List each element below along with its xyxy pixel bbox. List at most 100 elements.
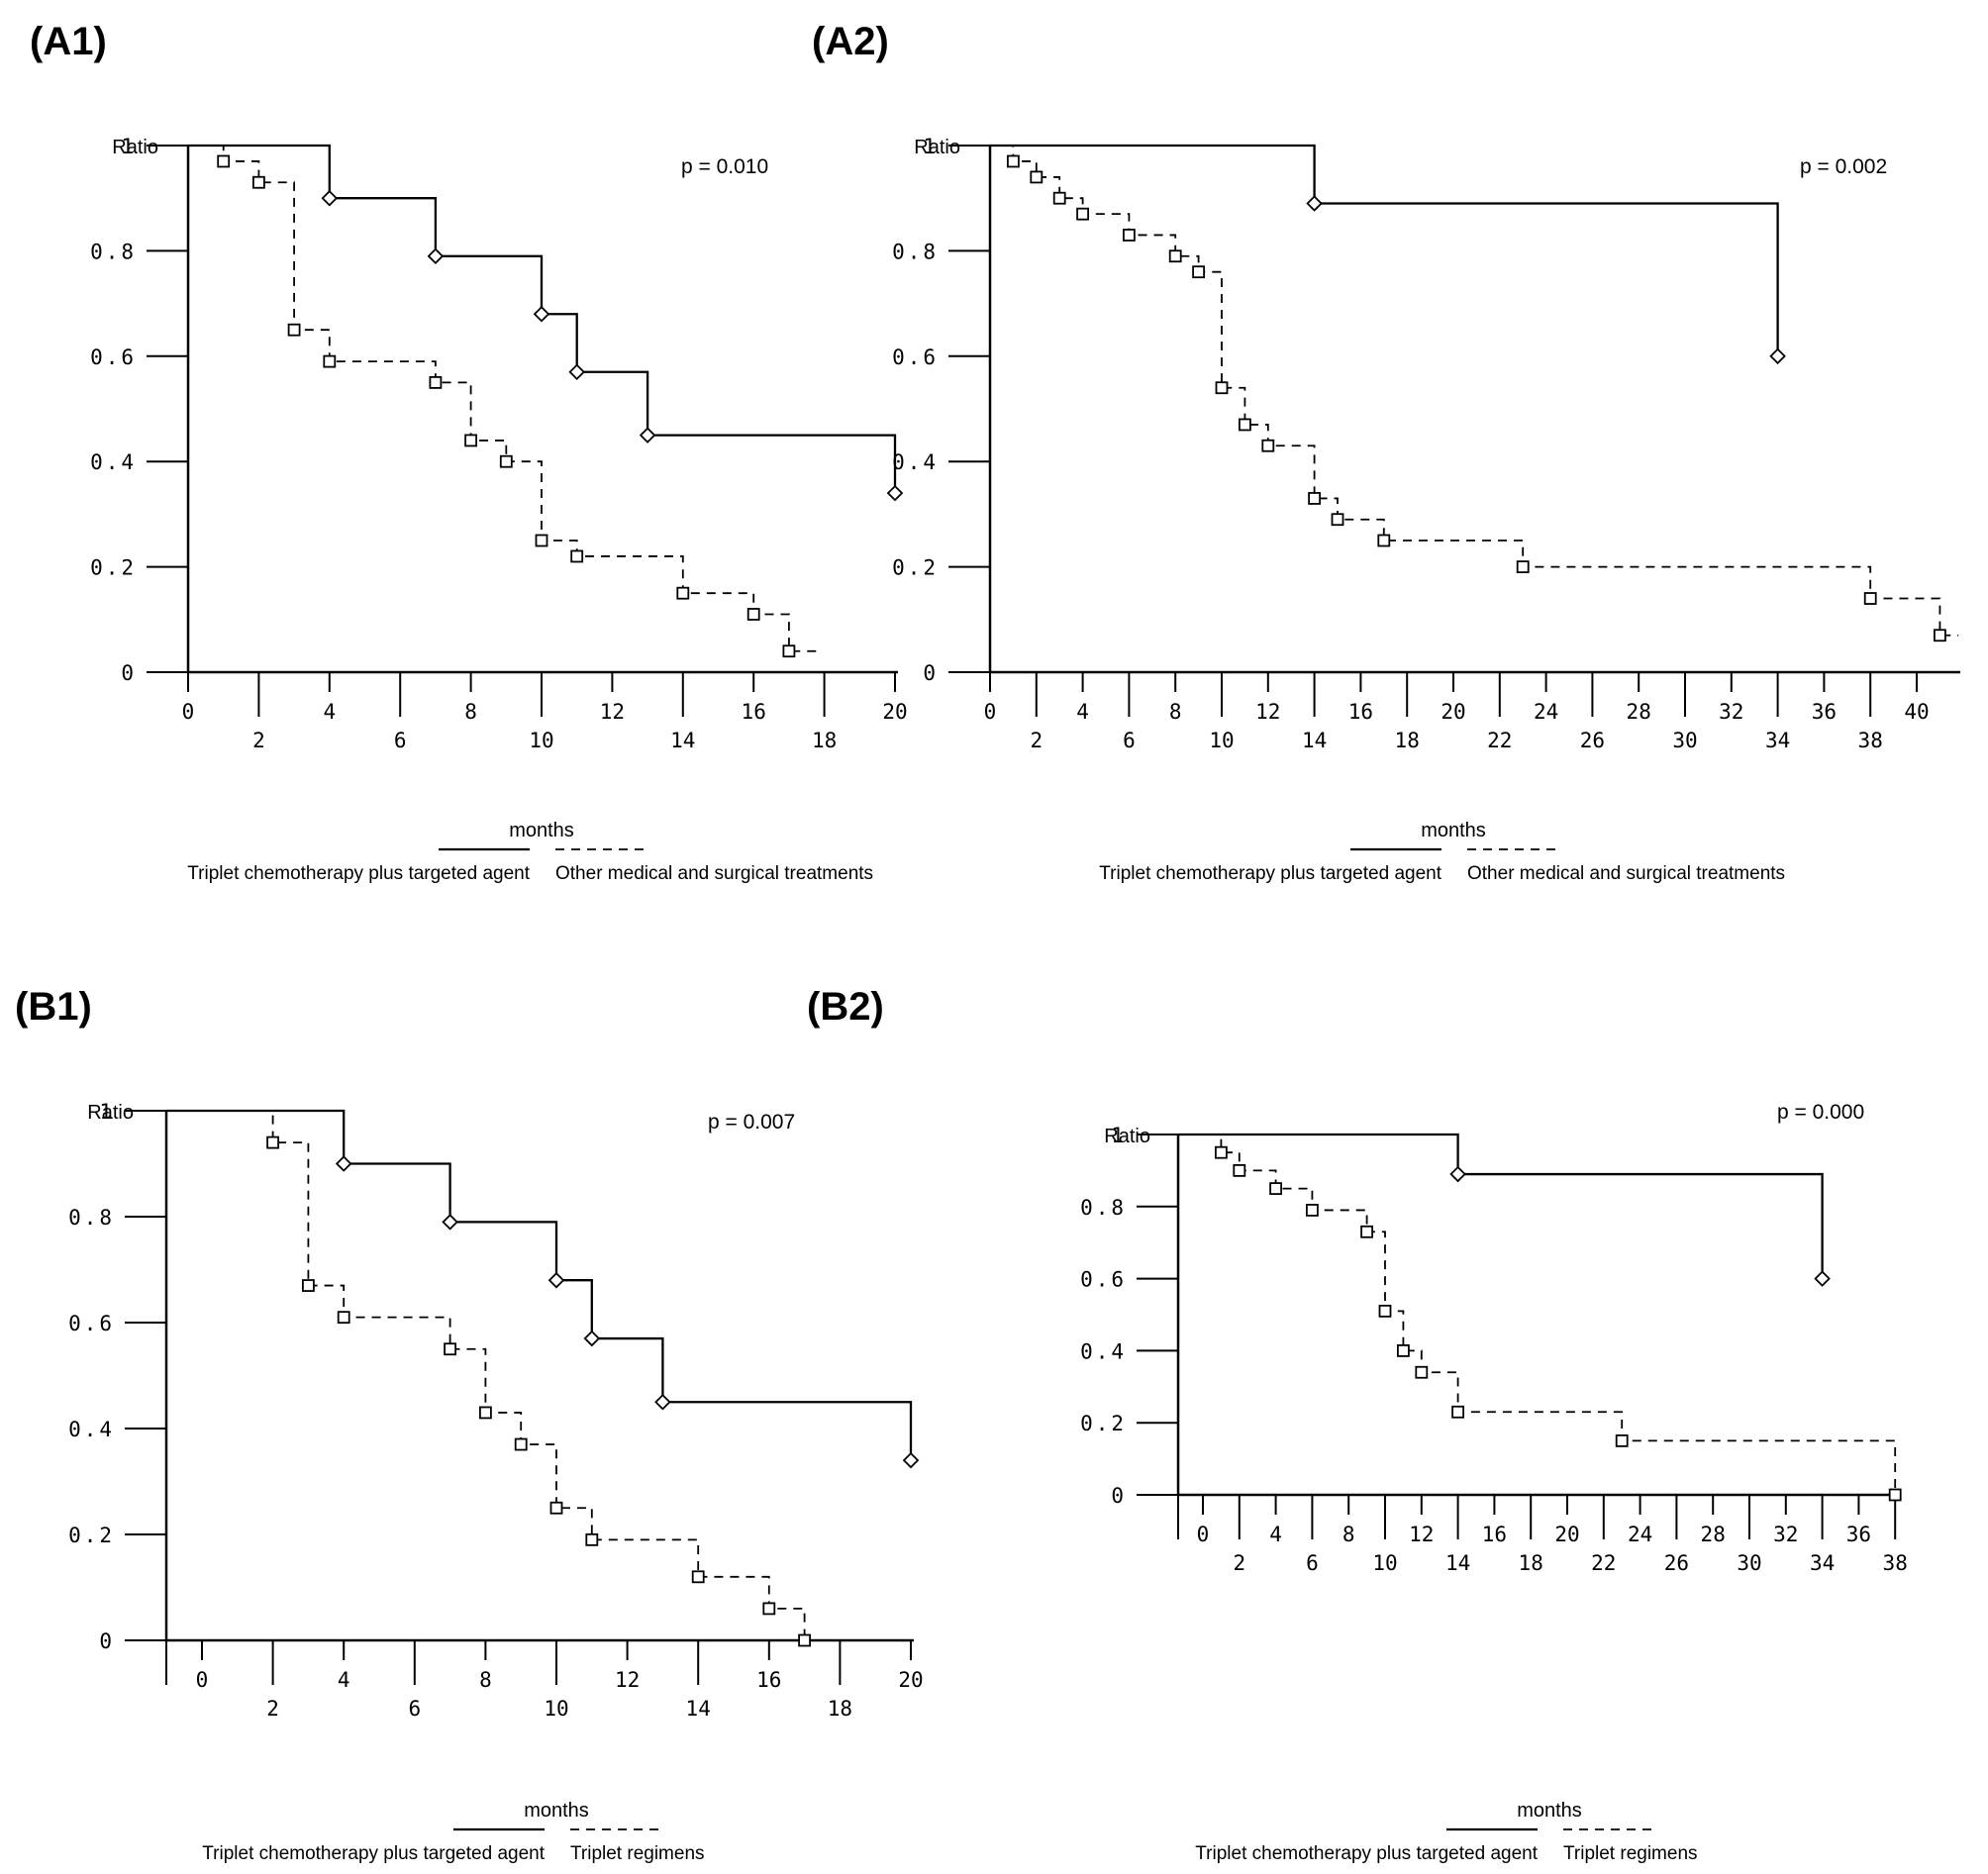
square-marker bbox=[266, 1135, 280, 1149]
y-axis-label-b1: Ratio bbox=[87, 1102, 134, 1124]
square-marker bbox=[1215, 381, 1229, 395]
square-marker bbox=[1888, 1488, 1902, 1502]
x-axis-label-b1: months bbox=[524, 1800, 589, 1822]
x-tick-label: 12 bbox=[615, 1668, 640, 1692]
diamond-marker bbox=[547, 1271, 565, 1289]
square-marker bbox=[1052, 191, 1066, 205]
square-marker bbox=[676, 586, 690, 600]
diamond-marker bbox=[1814, 1270, 1831, 1287]
y-tick-label: 0.6 bbox=[1080, 1268, 1127, 1292]
y-tick-label: 0.6 bbox=[68, 1312, 115, 1335]
y-axis-label-a1: Ratio bbox=[112, 137, 158, 158]
y-tick-label: 0.2 bbox=[1080, 1412, 1127, 1435]
legend-b2: months Triplet chemotherapy plus targete… bbox=[1195, 1800, 1697, 1864]
x-tick-label: 24 bbox=[1534, 700, 1558, 724]
y-tick-label: 0 bbox=[99, 1629, 115, 1653]
square-marker bbox=[499, 454, 513, 468]
x-tick-label: 2 bbox=[1233, 1551, 1245, 1575]
diamond-marker bbox=[639, 427, 656, 444]
square-marker bbox=[429, 375, 443, 389]
x-tick-label: 22 bbox=[1591, 1551, 1616, 1575]
square-marker bbox=[782, 644, 796, 658]
y-tick-label: 0.4 bbox=[1080, 1339, 1127, 1363]
legend-a2: months Triplet chemotherapy plus targete… bbox=[1099, 820, 1785, 884]
x-tick-label: 18 bbox=[1395, 729, 1420, 752]
square-marker bbox=[1934, 629, 1946, 642]
square-marker bbox=[464, 434, 478, 447]
square-marker bbox=[1123, 229, 1136, 242]
square-marker bbox=[1192, 265, 1205, 279]
y-tick-label: 0.2 bbox=[892, 556, 939, 580]
square-marker bbox=[746, 608, 760, 621]
x-tick-label: 14 bbox=[670, 729, 695, 752]
survival-curve-solid bbox=[166, 1109, 913, 1461]
square-marker bbox=[1360, 1225, 1373, 1238]
square-marker bbox=[1261, 439, 1275, 452]
x-tick-label: 38 bbox=[1883, 1551, 1908, 1575]
square-marker bbox=[1239, 418, 1251, 432]
y-tick-label: 0 bbox=[1111, 1484, 1127, 1508]
plot-area-b2: 00.20.40.60.8102468101214161820222426283… bbox=[1080, 1124, 1908, 1575]
square-marker bbox=[1451, 1405, 1464, 1419]
legend-a1: months Triplet chemotherapy plus targete… bbox=[187, 820, 873, 884]
x-tick-label: 16 bbox=[742, 700, 766, 724]
x-tick-label: 6 bbox=[1306, 1551, 1319, 1575]
square-marker bbox=[1306, 1204, 1319, 1217]
x-axis-label-b2: months bbox=[1517, 1800, 1582, 1822]
axes bbox=[988, 146, 1960, 674]
x-tick-label: 18 bbox=[828, 1697, 852, 1721]
x-tick-label: 38 bbox=[1858, 729, 1883, 752]
x-tick-label: 30 bbox=[1737, 1551, 1761, 1575]
diamond-marker bbox=[654, 1393, 671, 1411]
square-marker bbox=[217, 154, 231, 168]
y-tick-label: 1 bbox=[99, 1100, 115, 1124]
y-tick-label: 0.4 bbox=[68, 1418, 115, 1441]
y-tick-label: 1 bbox=[1111, 1124, 1127, 1147]
square-marker bbox=[1030, 170, 1044, 184]
x-tick-label: 26 bbox=[1580, 729, 1605, 752]
x-tick-label: 20 bbox=[882, 700, 907, 724]
square-marker bbox=[1007, 154, 1020, 168]
x-tick-label: 8 bbox=[464, 700, 477, 724]
diamond-marker bbox=[427, 247, 445, 264]
x-tick-label: 16 bbox=[1482, 1523, 1507, 1546]
x-tick-label: 12 bbox=[1255, 700, 1280, 724]
x-tick-label: 0 bbox=[182, 700, 195, 724]
x-tick-label: 28 bbox=[1701, 1523, 1726, 1546]
y-tick-label: 0.4 bbox=[90, 450, 137, 474]
x-tick-label: 12 bbox=[1409, 1523, 1434, 1546]
survival-curve-dashed bbox=[1178, 1134, 1897, 1495]
diamond-marker bbox=[321, 189, 339, 207]
y-tick-label: 1 bbox=[121, 135, 137, 158]
x-tick-label: 2 bbox=[266, 1697, 279, 1721]
y-tick-label: 0.8 bbox=[1080, 1196, 1127, 1220]
panel-title-b1: (B1) bbox=[15, 985, 92, 1029]
survival-curve-dashed bbox=[990, 145, 1959, 637]
square-marker bbox=[1308, 492, 1321, 505]
x-tick-label: 16 bbox=[756, 1668, 781, 1692]
square-marker bbox=[1331, 513, 1344, 527]
square-marker bbox=[1397, 1344, 1410, 1357]
square-marker bbox=[1377, 534, 1391, 547]
x-tick-label: 28 bbox=[1627, 700, 1651, 724]
x-tick-label: 0 bbox=[196, 1668, 209, 1692]
legend-label-solid: Triplet chemotherapy plus targeted agent bbox=[187, 863, 530, 884]
y-tick-label: 0.2 bbox=[90, 556, 137, 580]
diamond-marker bbox=[1769, 347, 1786, 365]
square-marker bbox=[1168, 249, 1182, 263]
square-marker bbox=[251, 175, 265, 189]
panel-title-b2: (B2) bbox=[807, 985, 884, 1029]
x-tick-label: 16 bbox=[1348, 700, 1373, 724]
survival-curve-solid bbox=[1178, 1133, 1824, 1279]
x-tick-label: 2 bbox=[1030, 729, 1043, 752]
legend-label-dashed: Other medical and surgical treatments bbox=[1467, 863, 1785, 884]
square-marker bbox=[798, 1633, 811, 1647]
x-tick-label: 0 bbox=[1197, 1523, 1210, 1546]
x-tick-label: 30 bbox=[1672, 729, 1697, 752]
x-tick-label: 32 bbox=[1773, 1523, 1798, 1546]
legend-b1: months Triplet chemotherapy plus targete… bbox=[202, 1800, 704, 1864]
square-marker bbox=[1516, 560, 1530, 573]
